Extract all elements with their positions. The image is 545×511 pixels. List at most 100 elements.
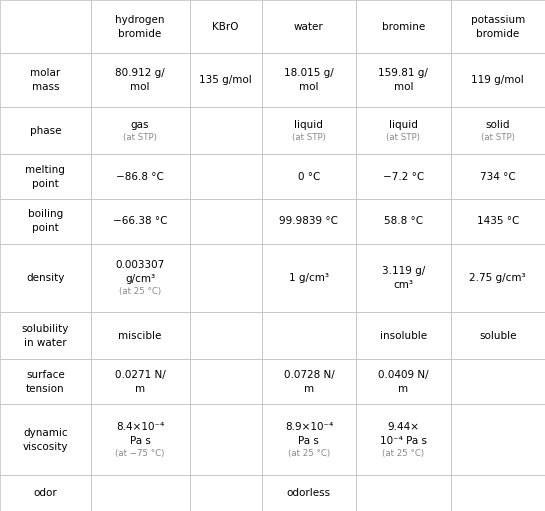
Text: melting: melting (26, 165, 65, 175)
Text: 9.44×: 9.44× (387, 422, 419, 432)
Text: (at STP): (at STP) (123, 133, 157, 142)
Bar (451, 54, 545, 107)
Text: −86.8 °C: −86.8 °C (116, 172, 164, 182)
Text: (at −75 °C): (at −75 °C) (116, 449, 165, 458)
Bar (190, 244, 262, 312)
Bar (262, 475, 356, 511)
Bar (356, 154, 451, 199)
Text: 159.81 g/: 159.81 g/ (378, 68, 428, 78)
Text: 1435 °C: 1435 °C (476, 216, 519, 226)
Bar (262, 199, 356, 244)
Text: m: m (304, 384, 314, 394)
Text: bromide: bromide (476, 29, 519, 39)
Bar (190, 359, 262, 404)
Bar (190, 54, 262, 107)
Bar (262, 244, 356, 312)
Bar (451, 359, 545, 404)
Bar (90, 107, 190, 154)
Bar (90, 312, 190, 359)
Bar (451, 154, 545, 199)
Bar (90, 199, 190, 244)
Text: density: density (26, 273, 64, 283)
Text: 8.4×10⁻⁴: 8.4×10⁻⁴ (116, 422, 164, 432)
Bar (0, 359, 90, 404)
Text: m: m (398, 384, 408, 394)
Text: 58.8 °C: 58.8 °C (384, 216, 423, 226)
Bar (262, 404, 356, 475)
Text: point: point (32, 223, 59, 234)
Text: potassium: potassium (471, 15, 525, 25)
Text: 99.9839 °C: 99.9839 °C (280, 216, 338, 226)
Bar (190, 199, 262, 244)
Text: point: point (32, 179, 59, 189)
Text: in water: in water (24, 338, 66, 348)
Text: (at 25 °C): (at 25 °C) (119, 287, 161, 296)
Text: (at STP): (at STP) (292, 133, 326, 142)
Bar (0, 0, 90, 54)
Text: 0.0271 N/: 0.0271 N/ (114, 370, 166, 380)
Text: (at 25 °C): (at 25 °C) (382, 449, 425, 458)
Text: 0 °C: 0 °C (298, 172, 320, 182)
Bar (356, 475, 451, 511)
Bar (451, 312, 545, 359)
Bar (190, 0, 262, 54)
Text: 0.0728 N/: 0.0728 N/ (283, 370, 334, 380)
Bar (262, 0, 356, 54)
Text: mol: mol (130, 82, 150, 92)
Text: 8.9×10⁻⁴: 8.9×10⁻⁴ (284, 422, 333, 432)
Bar (356, 54, 451, 107)
Text: mol: mol (299, 82, 319, 92)
Bar (356, 312, 451, 359)
Bar (90, 475, 190, 511)
Text: 10⁻⁴ Pa s: 10⁻⁴ Pa s (380, 436, 427, 446)
Text: phase: phase (29, 126, 61, 136)
Text: Pa s: Pa s (130, 436, 150, 446)
Bar (90, 154, 190, 199)
Text: soluble: soluble (479, 331, 517, 341)
Text: (at 25 °C): (at 25 °C) (288, 449, 330, 458)
Text: m: m (135, 384, 145, 394)
Text: solid: solid (486, 120, 510, 130)
Bar (262, 107, 356, 154)
Text: 18.015 g/: 18.015 g/ (284, 68, 334, 78)
Text: 0.0409 N/: 0.0409 N/ (378, 370, 428, 380)
Text: bromine: bromine (382, 22, 425, 32)
Text: molar: molar (30, 68, 60, 78)
Text: hydrogen: hydrogen (116, 15, 165, 25)
Bar (451, 0, 545, 54)
Bar (262, 312, 356, 359)
Text: odorless: odorless (287, 488, 331, 498)
Bar (90, 404, 190, 475)
Bar (190, 312, 262, 359)
Bar (190, 107, 262, 154)
Text: liquid: liquid (294, 120, 323, 130)
Text: −66.38 °C: −66.38 °C (113, 216, 167, 226)
Bar (356, 199, 451, 244)
Bar (0, 475, 90, 511)
Text: dynamic: dynamic (23, 428, 68, 437)
Bar (90, 244, 190, 312)
Text: viscosity: viscosity (22, 442, 68, 452)
Bar (356, 107, 451, 154)
Text: miscible: miscible (118, 331, 162, 341)
Bar (262, 54, 356, 107)
Bar (0, 107, 90, 154)
Text: water: water (294, 22, 324, 32)
Bar (90, 0, 190, 54)
Text: mass: mass (32, 82, 59, 92)
Text: cm³: cm³ (393, 280, 413, 290)
Text: odor: odor (33, 488, 57, 498)
Bar (451, 475, 545, 511)
Bar (451, 404, 545, 475)
Text: mol: mol (393, 82, 413, 92)
Bar (0, 244, 90, 312)
Bar (0, 199, 90, 244)
Bar (0, 312, 90, 359)
Text: gas: gas (131, 120, 149, 130)
Bar (0, 154, 90, 199)
Text: 80.912 g/: 80.912 g/ (115, 68, 165, 78)
Bar (451, 199, 545, 244)
Text: 0.003307: 0.003307 (116, 260, 165, 270)
Text: surface: surface (26, 370, 65, 380)
Bar (190, 475, 262, 511)
